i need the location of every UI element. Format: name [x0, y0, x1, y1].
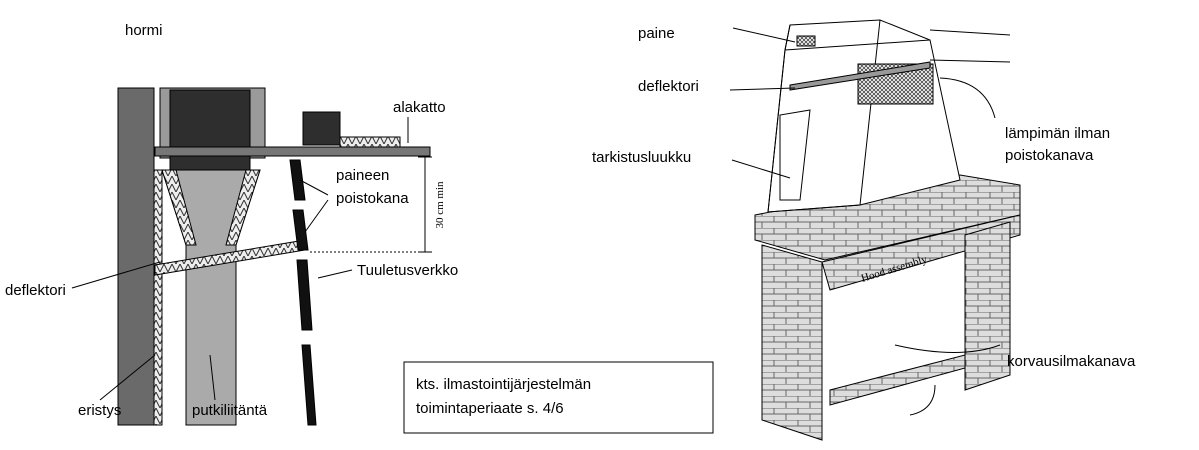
diagram: hormi alakatto paineen poistokana 30 cm … [0, 0, 1199, 450]
label: hormi [125, 22, 163, 39]
note-line: kts. ilmastointijärjestelmän [416, 376, 591, 393]
label: deflektori [638, 78, 699, 95]
label: alakatto [393, 99, 446, 116]
label: putkiliitäntä [192, 402, 268, 419]
label: poistokana [336, 190, 409, 207]
label: paine [638, 25, 675, 42]
label: korvausilmakanava [1007, 353, 1136, 370]
label: paineen [336, 167, 389, 184]
note-box [404, 362, 713, 433]
label: Tuuletusverkko [357, 262, 458, 279]
dimension-label: 30 cm min [434, 181, 446, 229]
label: tarkistusluukku [592, 149, 691, 166]
label: lämpimän ilman [1005, 125, 1110, 142]
label: poistokanava [1005, 147, 1094, 164]
note-line: toimintaperiaate s. 4/6 [416, 400, 564, 417]
right-drawing [730, 20, 1020, 440]
label: deflektori [5, 282, 66, 299]
left-drawing [72, 88, 432, 425]
label: eristys [78, 402, 121, 419]
